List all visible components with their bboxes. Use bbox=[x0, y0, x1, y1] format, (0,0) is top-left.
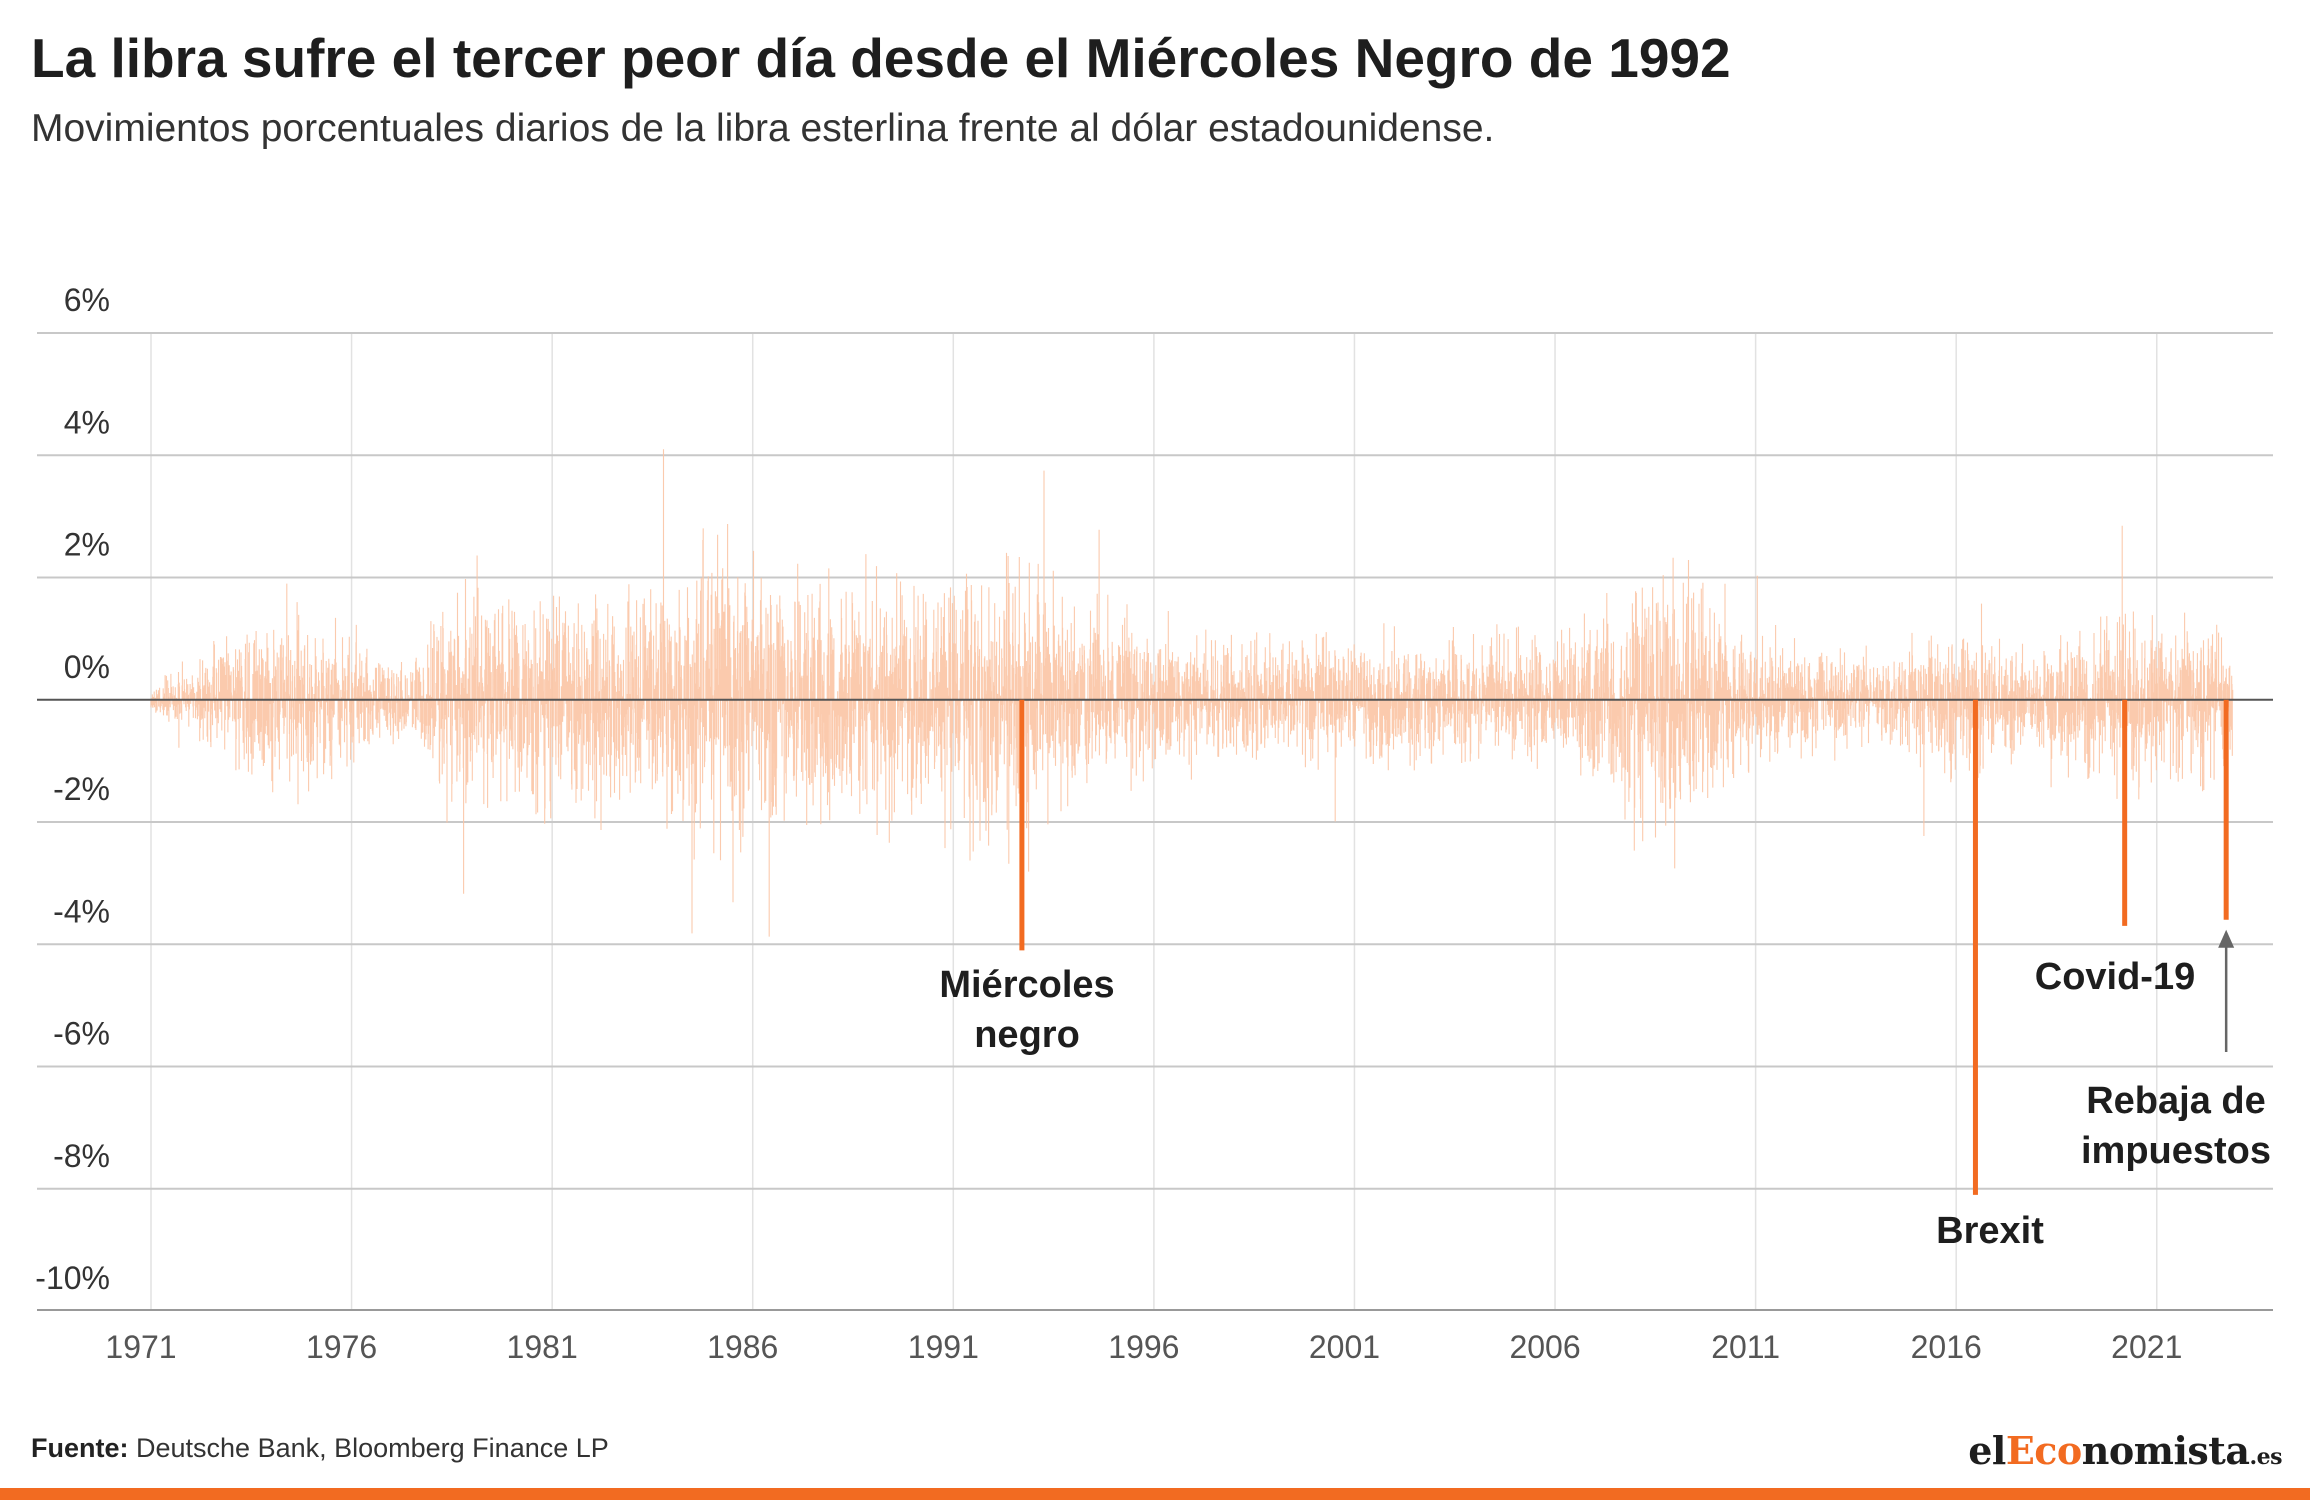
y-tick-label: -10% bbox=[35, 1260, 110, 1296]
annotation-line: Miércoles bbox=[939, 964, 1114, 1006]
x-tick-label: 2021 bbox=[2111, 1329, 2182, 1365]
page-subtitle: Movimientos porcentuales diarios de la l… bbox=[31, 107, 1495, 150]
source-label: Fuente: bbox=[31, 1433, 129, 1463]
x-tick-label: 1991 bbox=[908, 1329, 979, 1365]
source-text: Deutsche Bank, Bloomberg Finance LP bbox=[128, 1433, 609, 1463]
daily-moves-series bbox=[150, 449, 2234, 937]
annotation-line: impuestos bbox=[2081, 1130, 2271, 1172]
logo-part-2: Eco bbox=[2005, 1428, 2082, 1473]
annotation-arrow-head bbox=[2218, 929, 2235, 948]
y-gridlines bbox=[37, 332, 2273, 1190]
annotation-rebaja-de-impuestos: Rebaja de impuestos bbox=[2081, 1080, 2271, 1172]
bottom-accent-bar bbox=[0, 1488, 2310, 1500]
logo-part-1: el bbox=[1968, 1428, 2006, 1473]
annotations: Miércoles negro Brexit Covid-19 Rebaja de imp… bbox=[939, 929, 2271, 1252]
x-tick-label: 1976 bbox=[306, 1329, 377, 1365]
logo-part-3: nomista bbox=[2081, 1428, 2250, 1473]
source-note: Fuente: Deutsche Bank, Bloomberg Finance… bbox=[31, 1433, 609, 1464]
x-tick-label: 1996 bbox=[1108, 1329, 1179, 1365]
annotation-line: Rebaja de bbox=[2086, 1080, 2266, 1122]
y-tick-label: -8% bbox=[53, 1138, 110, 1174]
y-tick-label: 2% bbox=[64, 527, 110, 563]
annotation-line: negro bbox=[974, 1014, 1080, 1056]
annotation-line: Brexit bbox=[1936, 1210, 2044, 1252]
y-tick-label: -6% bbox=[53, 1016, 110, 1052]
x-tick-label: 1986 bbox=[707, 1329, 778, 1365]
y-tick-label: 0% bbox=[64, 649, 110, 685]
x-tick-label: 2006 bbox=[1509, 1329, 1580, 1365]
annotation-mi-rcoles-negro: Miércoles negro bbox=[939, 964, 1114, 1056]
y-tick-label: -4% bbox=[53, 893, 110, 929]
x-tick-label: 1981 bbox=[507, 1329, 578, 1365]
highlight-bars bbox=[1019, 699, 2229, 1195]
x-tick-label: 1971 bbox=[105, 1329, 176, 1365]
x-tick-label: 2016 bbox=[1911, 1329, 1982, 1365]
x-axis-labels: 1971 1976 1981 1986 1991 1996 2001 2006 2011 2016… bbox=[105, 1329, 2182, 1365]
daily-moves-path bbox=[150, 449, 2234, 937]
brand-logo: elEconomista.es bbox=[1968, 1428, 2282, 1473]
logo-suffix: .es bbox=[2249, 1444, 2282, 1470]
y-tick-label: -2% bbox=[53, 771, 110, 807]
annotation-covid-19: Covid-19 bbox=[2035, 956, 2195, 998]
annotation-line: Covid-19 bbox=[2035, 956, 2195, 998]
x-tick-label: 2001 bbox=[1309, 1329, 1380, 1365]
y-tick-label: 4% bbox=[64, 404, 110, 440]
annotation-brexit: Brexit bbox=[1936, 1210, 2044, 1252]
y-tick-label: 6% bbox=[64, 282, 110, 318]
chart: Miércoles negro Brexit Covid-19 Rebaja de imp… bbox=[35, 282, 2273, 1365]
x-tick-label: 2011 bbox=[1711, 1329, 1780, 1365]
page-title: La libra sufre el tercer peor día desde … bbox=[31, 27, 1731, 89]
y-axis-labels: 6% 4% 2% 0% -2% -4% -6% -8% -10% bbox=[35, 282, 110, 1296]
